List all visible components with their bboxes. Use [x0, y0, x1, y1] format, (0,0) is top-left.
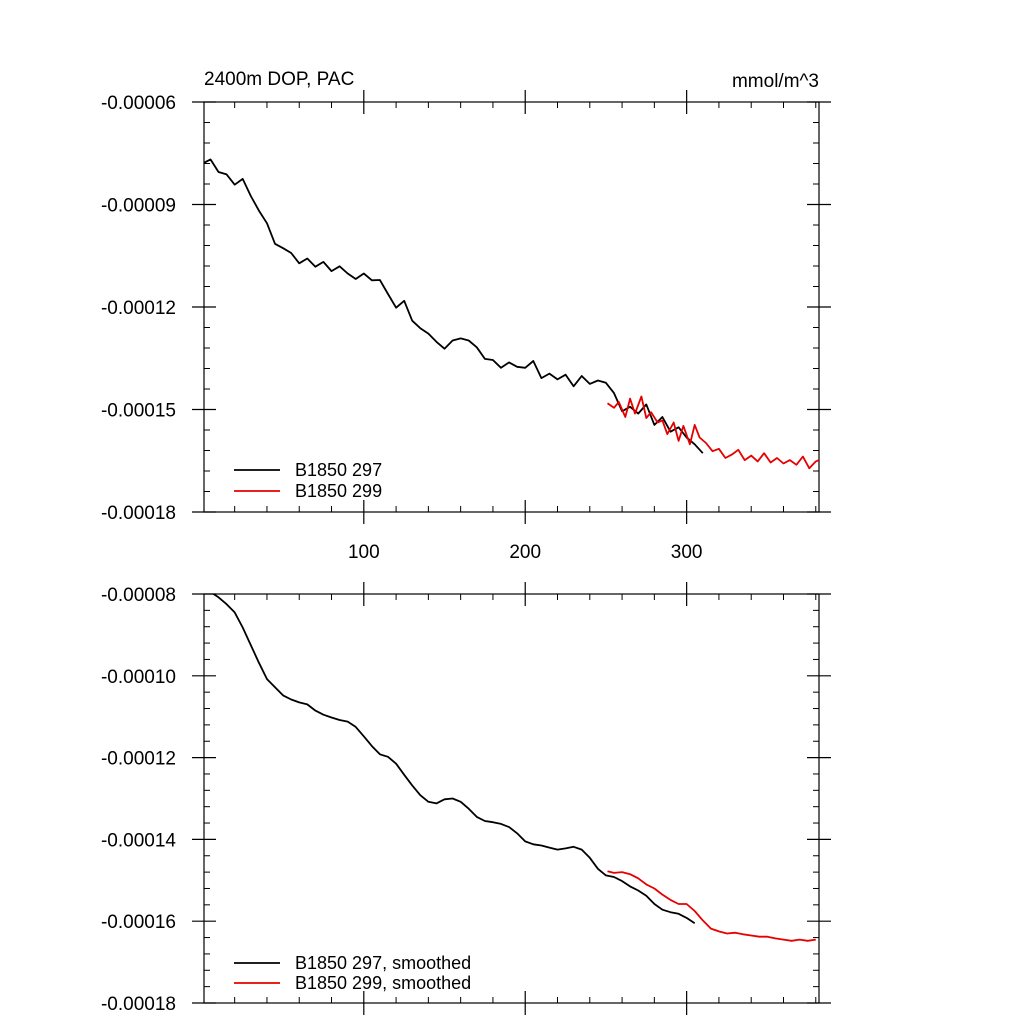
- y-tick-label: -0.00018: [101, 994, 176, 1015]
- y-tick-label: -0.00015: [101, 401, 176, 422]
- y-tick-label: -0.00006: [101, 93, 176, 114]
- y-tick-label: -0.00014: [101, 830, 176, 851]
- plot-frame: [203, 101, 820, 513]
- legend-label: B1850 299, smoothed: [295, 973, 471, 993]
- legend-label: B1850 299: [295, 481, 382, 501]
- x-tick-label: 200: [509, 542, 541, 563]
- y-tick-label: -0.00008: [101, 585, 176, 606]
- series-line-1: [211, 594, 696, 924]
- panel-2: -0.00008 -0.00010 -0.00012 -0.00014 -0.00016…: [101, 582, 831, 1015]
- units-label: mmol/m^3: [732, 71, 819, 92]
- legend-label: B1850 297, smoothed: [295, 953, 471, 973]
- x-tick-label: 300: [671, 542, 703, 563]
- y-tick-label: -0.00016: [101, 912, 176, 933]
- y-tick-label: -0.00012: [101, 298, 176, 319]
- series-line-2: [607, 870, 816, 942]
- legend-label: B1850 297: [295, 460, 382, 480]
- chart-title: 2400m DOP, PAC: [204, 69, 354, 90]
- y-tick-label: -0.00009: [101, 196, 176, 217]
- y-tick-label: -0.00012: [101, 749, 176, 770]
- plot-frame: [203, 593, 820, 1004]
- panel-1: 100 200 300 -0.00006 -0.00009 -0.00012 -0.0001…: [101, 69, 831, 563]
- x-tick-label: 100: [348, 542, 380, 563]
- series-line-2: [606, 395, 819, 470]
- y-tick-label: -0.00018: [101, 503, 176, 524]
- y-tick-label: -0.00010: [101, 667, 176, 688]
